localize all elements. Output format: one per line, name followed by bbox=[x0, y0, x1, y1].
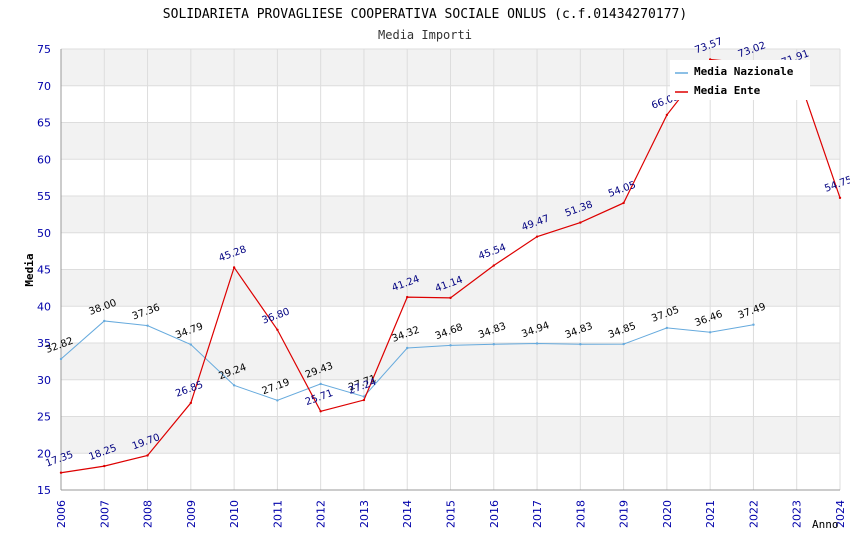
data-point bbox=[103, 319, 106, 323]
data-point bbox=[492, 343, 495, 346]
y-axis-label: Media bbox=[23, 253, 36, 286]
data-point bbox=[103, 464, 106, 468]
x-tick-label: 2016 bbox=[488, 500, 501, 528]
y-tick-label: 40 bbox=[37, 300, 51, 313]
x-axis-label: Anno bbox=[812, 518, 839, 531]
y-tick-label: 55 bbox=[37, 190, 51, 203]
data-point bbox=[449, 296, 452, 300]
x-tick-label: 2013 bbox=[358, 500, 371, 528]
x-tick-label: 2008 bbox=[142, 500, 155, 528]
data-point bbox=[319, 382, 322, 386]
x-tick-label: 2009 bbox=[185, 500, 198, 528]
y-tick-label: 65 bbox=[37, 117, 51, 130]
x-tick-label: 2021 bbox=[704, 500, 717, 528]
data-point bbox=[276, 399, 279, 402]
y-tick-label: 70 bbox=[37, 80, 51, 93]
y-tick-label: 25 bbox=[37, 411, 51, 424]
gridlines bbox=[60, 48, 841, 491]
legend-background bbox=[670, 60, 810, 100]
data-point bbox=[232, 266, 236, 269]
x-tick-label: 2022 bbox=[747, 500, 760, 528]
data-point bbox=[59, 471, 63, 474]
data-point bbox=[622, 201, 625, 205]
data-point bbox=[492, 264, 495, 267]
data-point bbox=[535, 235, 539, 238]
data-point bbox=[146, 324, 149, 327]
y-tick-label: 60 bbox=[37, 153, 51, 166]
x-tick-label: 2010 bbox=[228, 500, 241, 528]
data-point bbox=[59, 357, 63, 361]
y-tick-label: 35 bbox=[37, 337, 51, 350]
y-tick-label: 45 bbox=[37, 264, 51, 277]
data-point bbox=[189, 343, 193, 346]
data-point bbox=[146, 454, 149, 457]
chart-subtitle: Media Importi bbox=[378, 28, 472, 42]
data-point bbox=[189, 401, 193, 405]
data-point bbox=[406, 295, 409, 299]
data-point bbox=[752, 323, 755, 326]
data-point bbox=[579, 343, 582, 346]
x-tick-label: 2015 bbox=[445, 500, 458, 528]
data-point bbox=[362, 398, 366, 402]
y-tick-label: 50 bbox=[37, 227, 51, 240]
x-tick-label: 2024 bbox=[834, 500, 847, 528]
y-tick-label: 30 bbox=[37, 374, 51, 387]
data-point bbox=[708, 331, 712, 334]
data-point bbox=[579, 221, 582, 224]
data-point bbox=[665, 326, 669, 330]
data-point bbox=[535, 342, 539, 345]
legend-label-media-nazionale: Media Nazionale bbox=[694, 65, 794, 78]
x-tick-label: 2012 bbox=[315, 500, 328, 528]
x-tick-label: 2014 bbox=[401, 500, 414, 528]
x-axis-ticks: 2006 2007 2008 2009 2010 2011 2012 2013 2014 2015… bbox=[55, 500, 847, 528]
y-tick-label: 20 bbox=[37, 447, 51, 460]
x-tick-label: 2017 bbox=[531, 500, 544, 528]
data-point bbox=[406, 346, 409, 350]
y-tick-label: 15 bbox=[37, 484, 51, 497]
data-point bbox=[838, 196, 842, 200]
x-tick-label: 2018 bbox=[574, 500, 587, 528]
data-point bbox=[665, 113, 669, 117]
y-tick-label: 75 bbox=[37, 43, 51, 56]
x-tick-label: 2007 bbox=[98, 500, 111, 528]
data-point bbox=[232, 384, 236, 387]
data-point bbox=[319, 410, 322, 413]
x-tick-label: 2020 bbox=[661, 500, 674, 528]
y-axis-ticks: 15 20 25 30 35 40 45 50 55 60 65 70 75 bbox=[37, 43, 51, 497]
legend: Media Nazionale Media Ente bbox=[670, 60, 810, 100]
x-tick-label: 2019 bbox=[618, 500, 631, 528]
data-point bbox=[449, 344, 452, 347]
data-point bbox=[622, 342, 625, 346]
x-tick-label: 2023 bbox=[791, 500, 804, 528]
legend-label-media-ente: Media Ente bbox=[694, 84, 761, 97]
series-lines bbox=[59, 58, 842, 474]
chart-title: SOLIDARIETA PROVAGLIESE COOPERATIVA SOCI… bbox=[163, 7, 687, 22]
x-tick-label: 2006 bbox=[55, 500, 68, 528]
x-tick-label: 2011 bbox=[271, 500, 284, 528]
data-point bbox=[276, 328, 279, 331]
